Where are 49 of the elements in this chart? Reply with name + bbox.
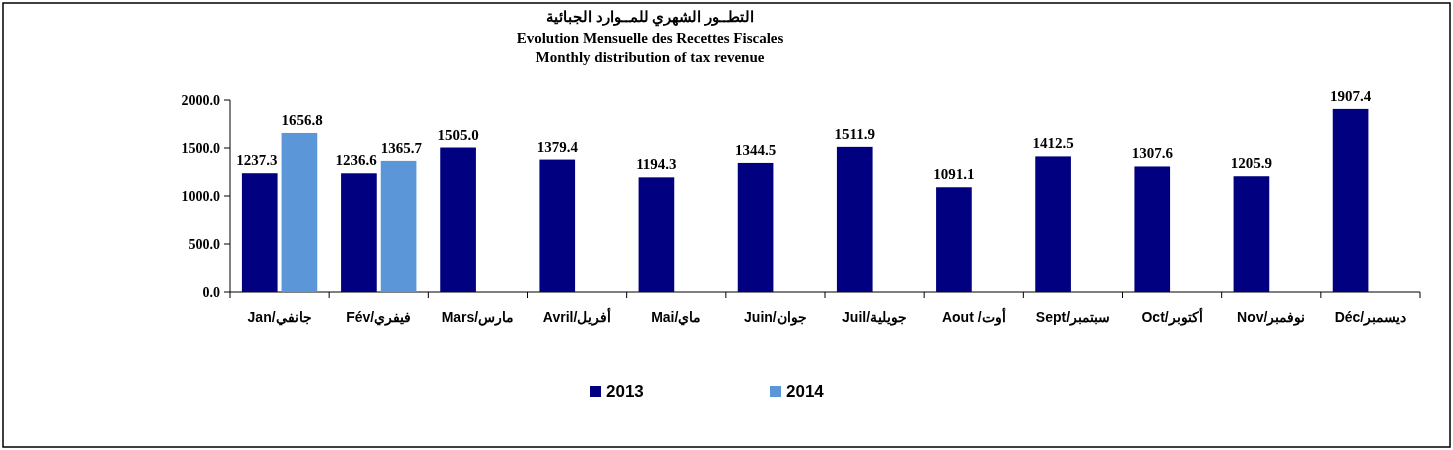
data-label: 1194.3 — [636, 156, 677, 173]
bar — [1035, 156, 1071, 292]
y-tick-label: 0.0 — [202, 285, 220, 300]
chart-subtitle: Evolution Mensuelle des Recettes Fiscales Monthly distribution of tax revenue — [516, 30, 784, 65]
bar — [737, 162, 774, 292]
data-label: 1656.8 — [281, 111, 323, 128]
y-tick-label: 2000.0 — [181, 93, 220, 108]
x-tick-label: Jan/جانفي — [247, 309, 312, 326]
bar — [241, 173, 278, 292]
y-tick-label: 500.0 — [188, 237, 220, 252]
y-tick-label: 1000.0 — [181, 189, 220, 204]
x-tick-label: Avril/أفريل — [542, 307, 612, 326]
x-tick-label: Sept/سبتمبر — [1035, 309, 1111, 326]
bar — [638, 177, 675, 292]
chart-title: التطــور الشهري للمــوارد الجبائية — [545, 9, 755, 27]
data-label: 1205.9 — [1230, 155, 1273, 172]
x-tick-label: Nov/نوفمبر — [1237, 309, 1306, 326]
bar — [380, 160, 417, 292]
legend-label: 2014 — [786, 382, 825, 401]
x-tick-label: Mars/مارس — [441, 309, 515, 326]
bar — [341, 173, 377, 292]
x-tick-label: Mai/ماي — [651, 309, 702, 326]
y-tick-label: 1500.0 — [181, 141, 220, 156]
bar — [281, 132, 318, 292]
bar — [539, 159, 576, 292]
data-label: 1344.5 — [734, 141, 777, 158]
legend-label: 2013 — [606, 382, 644, 401]
bar — [440, 147, 476, 292]
x-tick-label: Juil/جويلية — [842, 309, 908, 326]
data-label: 1365.7 — [380, 139, 423, 156]
bar — [1233, 176, 1270, 292]
data-label: 1307.6 — [1131, 145, 1174, 162]
x-tick-label: Fév/فيفري — [346, 309, 412, 326]
x-tick-label: Oct/أكتوبر — [1141, 307, 1203, 326]
x-tick-label: Juin/جوان — [744, 309, 807, 326]
data-label: 1412.5 — [1032, 135, 1074, 152]
x-tick-label: Déc/ديسمبر — [1334, 309, 1407, 326]
bar — [936, 187, 972, 292]
bar — [1332, 108, 1369, 292]
data-label: 1379.4 — [536, 138, 579, 155]
data-label: 1091.1 — [933, 166, 975, 183]
data-label: 1236.6 — [335, 152, 378, 169]
data-label: 1511.9 — [834, 125, 875, 142]
x-tick-label: Aout /أوت — [941, 307, 1006, 326]
bar — [1134, 166, 1171, 292]
data-label: 1505.0 — [437, 126, 479, 143]
data-label: 1237.3 — [236, 152, 278, 169]
data-label: 1907.4 — [1329, 87, 1372, 104]
bar — [836, 146, 873, 292]
